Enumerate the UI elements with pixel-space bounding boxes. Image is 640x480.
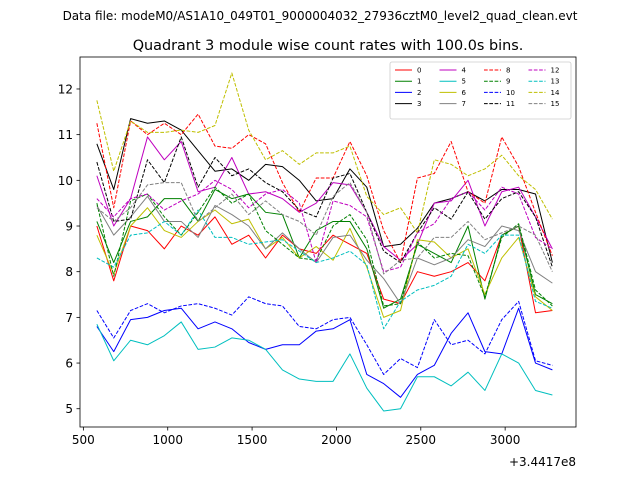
y-tick-label: 10 — [58, 174, 73, 188]
series-line-14 — [96, 72, 553, 234]
y-tick-label: 9 — [65, 220, 73, 234]
x-tick-label: 1000 — [152, 433, 183, 447]
legend-label-1: 1 — [417, 78, 421, 86]
y-tick-label: 5 — [65, 402, 73, 416]
series-line-11 — [96, 136, 553, 268]
legend-label-5: 5 — [462, 78, 466, 86]
series-line-7 — [96, 195, 553, 305]
legend-label-6: 6 — [462, 89, 467, 97]
chart-title: Quadrant 3 module wise count rates with … — [133, 38, 524, 54]
legend-label-8: 8 — [506, 67, 510, 75]
series-line-4 — [96, 136, 553, 261]
legend-label-4: 4 — [462, 67, 467, 75]
series-group — [96, 72, 553, 412]
x-tick-label: 2000 — [321, 433, 352, 447]
series-line-2 — [96, 307, 553, 398]
x-tick-label: 2500 — [406, 433, 437, 447]
series-line-9 — [96, 186, 553, 307]
x-tick-label: 500 — [72, 433, 95, 447]
series-line-6 — [96, 207, 553, 318]
x-tick-label: 3000 — [490, 433, 521, 447]
axes-frame — [79, 56, 577, 428]
y-tick-label: 6 — [65, 357, 73, 371]
series-line-15 — [96, 182, 553, 275]
legend-label-10: 10 — [506, 89, 515, 97]
legend-label-12: 12 — [551, 67, 560, 75]
legend-label-15: 15 — [551, 100, 560, 108]
series-line-3 — [96, 118, 553, 263]
series-line-10 — [96, 296, 553, 375]
series-line-1 — [96, 188, 553, 309]
legend-label-13: 13 — [551, 78, 560, 86]
series-line-13 — [96, 209, 553, 330]
legend-label-3: 3 — [417, 100, 421, 108]
series-line-5 — [96, 321, 553, 412]
legend-box — [389, 61, 572, 120]
y-tick-label: 7 — [65, 311, 73, 325]
legend-label-14: 14 — [551, 89, 560, 97]
y-tick-label: 12 — [58, 82, 73, 96]
legend-label-2: 2 — [417, 89, 421, 97]
chart-suptitle: Data file: modeM0/AS1A10_049T01_90000040… — [63, 9, 578, 23]
legend-label-0: 0 — [417, 67, 421, 75]
series-line-8 — [96, 113, 553, 264]
y-tick-label: 11 — [58, 128, 73, 142]
x-tick-label: 1500 — [237, 433, 268, 447]
legend-label-9: 9 — [506, 78, 510, 86]
series-line-12 — [96, 179, 553, 273]
legend-label-11: 11 — [506, 100, 515, 108]
legend-label-7: 7 — [462, 100, 466, 108]
y-tick-label: 8 — [65, 265, 73, 279]
x-offset-label: +3.4417e8 — [509, 455, 576, 469]
plot-area: 500 1000 1500 2000 2500 300056789101112+3.441… — [58, 56, 577, 469]
